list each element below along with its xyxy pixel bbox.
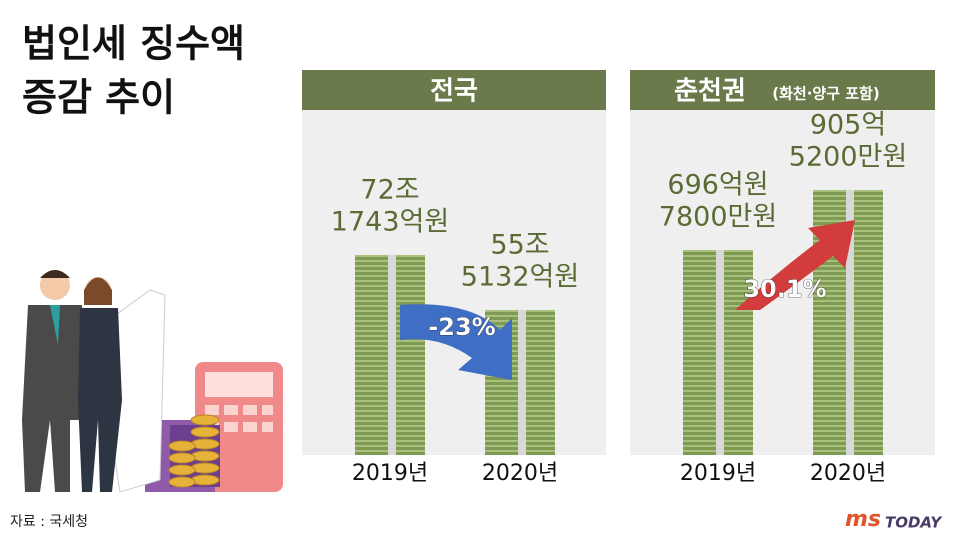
year-strip (630, 455, 935, 495)
source: 자료 : 국세청 (10, 514, 88, 530)
logo-text: TODAY (885, 514, 943, 532)
title-line: 법인세 징수액 (22, 22, 245, 66)
panel-body (302, 110, 606, 495)
amount-label: 5200만원 (789, 142, 907, 173)
panel-title: 전국 (430, 77, 478, 107)
money-band (846, 190, 854, 455)
money-band (518, 310, 526, 455)
amount-label: 72조 (360, 175, 419, 206)
change-label: -23% (428, 313, 495, 341)
panel-header (630, 70, 935, 110)
amount-label: 696억원 (667, 170, 768, 201)
amount-label: 905억 (810, 110, 886, 141)
money-band (388, 255, 396, 455)
change-label: 30.1% (743, 275, 826, 303)
panel-subtitle: (화천·양구 포함) (772, 85, 879, 103)
logo: ms TODAY (845, 507, 943, 532)
amount-label: 55조 (490, 230, 549, 261)
title-line: 증감 추이 (22, 76, 175, 120)
panel-body (630, 110, 935, 495)
logo-mark: ms (845, 507, 881, 532)
money-band (716, 250, 724, 455)
year-label: 2020년 (810, 461, 886, 486)
decrease-arrow (400, 304, 512, 380)
year-label: 2020년 (482, 461, 558, 486)
increase-arrow (735, 220, 855, 310)
panel-header (302, 70, 606, 110)
year-label: 2019년 (352, 461, 428, 486)
panel-title: 춘천권 (674, 77, 746, 107)
year-strip (302, 455, 606, 495)
amount-label: 7800만원 (659, 202, 777, 233)
year-label: 2019년 (680, 461, 756, 486)
amount-label: 1743억원 (331, 207, 449, 238)
amount-label: 5132억원 (461, 262, 579, 293)
illustration (22, 270, 283, 493)
